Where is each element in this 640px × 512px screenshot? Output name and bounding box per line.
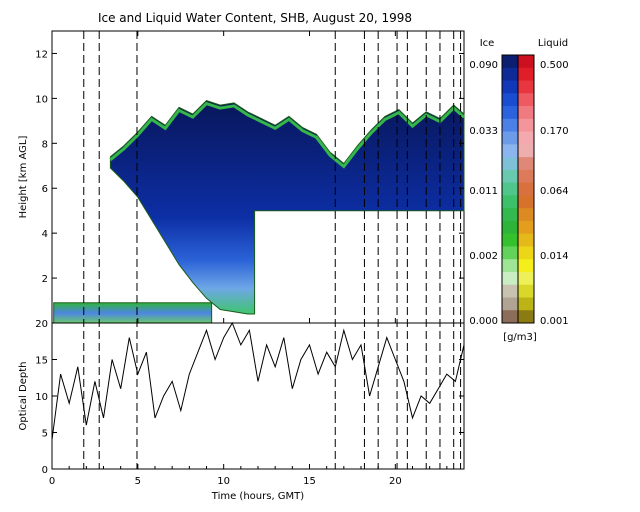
colorbar: Ice Liquid 0.090 0.033 0.011 0.002 0.000 0.50… [469, 38, 568, 343]
colorbar-liquid-cell [518, 131, 534, 145]
colorbar-ice-cell [502, 182, 518, 196]
colorbar-liquid-cell [518, 233, 534, 247]
optical-depth-panel: 0 5 10 15 20 0 5 10 15 20 Optical Depth Time (hou… [18, 319, 465, 502]
colorbar-liquid-cell [518, 220, 534, 235]
x-tick-label: 20 [389, 476, 402, 487]
colorbar-ice-cell [502, 297, 518, 311]
ice-cloud-edge [109, 101, 465, 169]
bottom-y-axis-label: Optical Depth [18, 362, 29, 431]
colorbar-ice-cell [502, 106, 518, 120]
bottom-y-tick-label: 5 [42, 429, 48, 440]
colorbar-ice-cell [502, 284, 518, 298]
colorbar-ice [502, 55, 518, 324]
top-y-tick-label: 4 [42, 229, 48, 240]
colorbar-units: [g/m3] [503, 332, 537, 343]
colorbar-ice-cell [502, 118, 518, 133]
x-tick-label: 5 [135, 476, 141, 487]
colorbar-ice-tick-label: 0.090 [469, 60, 498, 71]
colorbar-liquid-cell [518, 195, 534, 209]
colorbar-ice-cell [502, 195, 518, 209]
colorbar-ice-tick-label: 0.033 [469, 126, 498, 137]
bottom-y-tick-label: 10 [35, 392, 48, 403]
colorbar-liquid-cell [518, 106, 534, 120]
colorbar-liquid-cell [518, 284, 534, 298]
top-y-tick-label: 6 [42, 184, 48, 195]
colorbar-liquid-tick-label: 0.170 [540, 126, 569, 137]
colorbar-ice-cell [502, 80, 518, 94]
ice-cloud-region [109, 100, 465, 315]
colorbar-liquid-cell [518, 297, 534, 311]
colorbar-ice-cell [502, 233, 518, 247]
colorbar-liquid-tick-label: 0.500 [540, 60, 569, 71]
colorbar-liquid-cell [518, 310, 534, 324]
bottom-plot-frame [51, 322, 465, 470]
colorbar-liquid-cell [518, 259, 534, 273]
chart-title: Ice and Liquid Water Content, SHB, Augus… [98, 11, 412, 25]
colorbar-ice-cell [502, 93, 518, 107]
colorbar-ice-cell [502, 208, 518, 222]
colorbar-liquid-cell [518, 144, 534, 158]
colorbar-liquid-cell [518, 93, 534, 107]
colorbar-ice-cell [502, 144, 518, 158]
colorbar-liquid-cell [518, 157, 534, 171]
x-tick-label: 0 [49, 476, 55, 487]
colorbar-ticks: 0.090 0.033 0.011 0.002 0.000 0.500 0.170 0.064… [469, 60, 568, 327]
colorbar-liquid-cell [518, 80, 534, 94]
liquid-layer-region [53, 302, 213, 324]
colorbar-liquid-tick-label: 0.064 [540, 186, 569, 197]
colorbar-ice-cell [502, 67, 518, 82]
colorbar-ice-tick-label: 0.000 [469, 316, 498, 327]
colorbar-ice-cell [502, 157, 518, 171]
colorbar-ice-label: Ice [480, 38, 495, 49]
top-y-axis-label: Height [km AGL] [18, 136, 29, 219]
colorbar-ice-cell [502, 246, 518, 260]
top-y-tick-label: 8 [42, 139, 48, 150]
top-y-ticks: 2 4 6 8 10 12 [35, 31, 464, 323]
top-y-tick-label: 10 [35, 94, 48, 105]
dashed-markers [83, 31, 462, 469]
colorbar-liquid-tick-label: 0.001 [540, 316, 569, 327]
colorbar-ice-tick-label: 0.002 [469, 251, 498, 262]
ice-liquid-panel: 2 4 6 8 10 12 Height [km AGL] [18, 30, 465, 324]
colorbar-ice-cell [502, 131, 518, 145]
top-y-tick-label: 12 [35, 49, 48, 60]
colorbar-ice-cell [502, 271, 518, 286]
colorbar-liquid-frame [517, 54, 535, 324]
x-axis-label: Time (hours, GMT) [211, 491, 305, 502]
colorbar-liquid-tick-label: 0.014 [540, 251, 569, 262]
optical-depth-line [51, 321, 465, 440]
colorbar-liquid-cell [518, 271, 534, 286]
colorbar-liquid-cell [518, 55, 534, 69]
colorbar-liquid-cell [518, 169, 534, 184]
colorbar-liquid-cell [518, 67, 534, 82]
colorbar-ice-cell [502, 310, 518, 324]
colorbar-ice-cell [502, 259, 518, 273]
colorbar-liquid-cell [518, 246, 534, 260]
bottom-y-tick-label: 20 [35, 319, 48, 330]
colorbar-liquid-cell [518, 118, 534, 133]
colorbar-ice-tick-label: 0.011 [469, 186, 498, 197]
colorbar-ice-cell [502, 220, 518, 235]
colorbar-liquid-cell [518, 182, 534, 196]
bottom-y-tick-label: 0 [42, 465, 48, 476]
x-tick-label: 15 [303, 476, 316, 487]
colorbar-liquid-cell [518, 208, 534, 222]
bottom-y-tick-label: 15 [35, 356, 48, 367]
top-y-tick-label: 2 [42, 274, 48, 285]
colorbar-liquid [518, 55, 534, 324]
colorbar-ice-cell [502, 55, 518, 69]
colorbar-ice-cell [502, 169, 518, 184]
x-tick-label: 10 [217, 476, 230, 487]
colorbar-liquid-label: Liquid [538, 38, 568, 49]
